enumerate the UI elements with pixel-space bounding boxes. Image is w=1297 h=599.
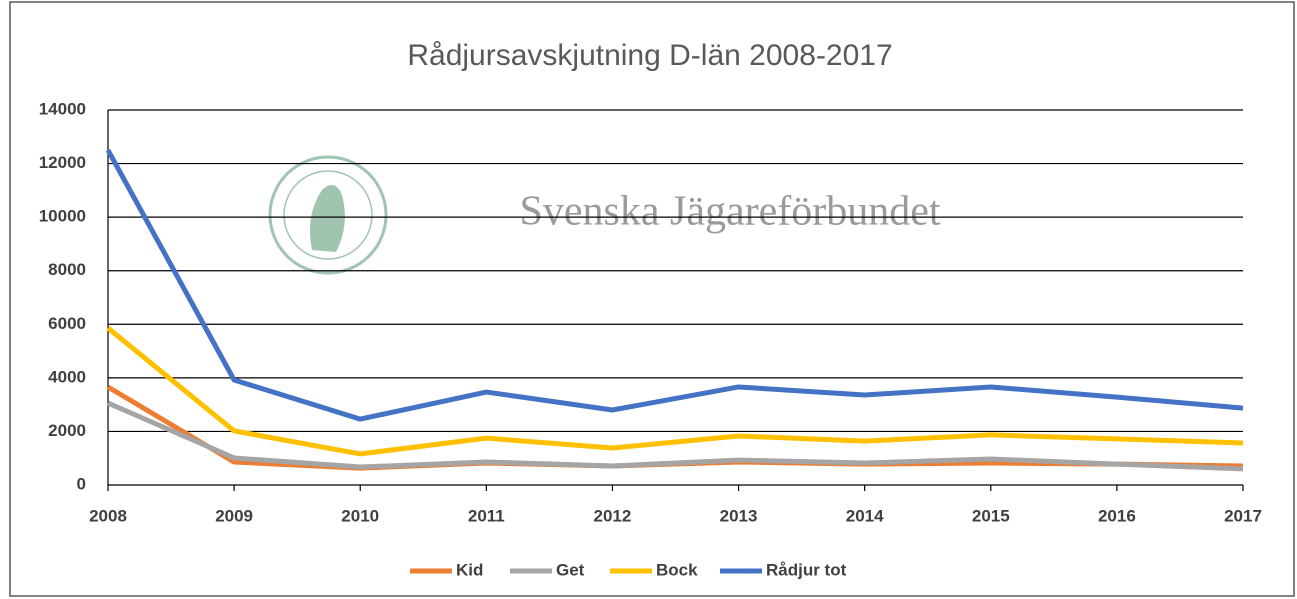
x-tick-label: 2012 bbox=[594, 506, 632, 525]
chart-frame bbox=[9, 1, 1295, 597]
legend-label: Bock bbox=[656, 560, 698, 579]
watermark-logo bbox=[268, 155, 388, 275]
x-tick-label: 2008 bbox=[89, 506, 127, 525]
y-tick-label: 0 bbox=[77, 474, 86, 493]
y-tick-label: 12000 bbox=[39, 153, 86, 172]
x-tick-label: 2013 bbox=[720, 506, 758, 525]
y-tick-label: 14000 bbox=[39, 99, 86, 118]
chart-title: Rådjursavskjutning D-län 2008-2017 bbox=[407, 39, 892, 72]
series-line bbox=[105, 148, 1244, 422]
x-tick-label: 2016 bbox=[1098, 506, 1136, 525]
y-tick-label: 10000 bbox=[39, 207, 86, 226]
y-tick-label: 6000 bbox=[48, 314, 86, 333]
x-tick-label: 2010 bbox=[341, 506, 379, 525]
x-tick-label: 2009 bbox=[215, 506, 253, 525]
y-tick-label: 2000 bbox=[48, 421, 86, 440]
x-tick-label: 2014 bbox=[846, 506, 884, 525]
legend-label: Rådjur tot bbox=[766, 560, 847, 579]
series-line bbox=[107, 400, 1244, 472]
x-tick-label: 2011 bbox=[468, 506, 505, 525]
x-tick-label: 2017 bbox=[1224, 506, 1262, 525]
series-line bbox=[106, 326, 1244, 457]
x-tick-label: 2015 bbox=[972, 506, 1010, 525]
y-tick-label: 4000 bbox=[48, 367, 86, 386]
y-tick-label: 8000 bbox=[48, 260, 86, 279]
legend-label: Get bbox=[556, 560, 585, 579]
legend-label: Kid bbox=[456, 560, 483, 579]
watermark-text: Svenska Jägareförbundet bbox=[519, 189, 940, 235]
